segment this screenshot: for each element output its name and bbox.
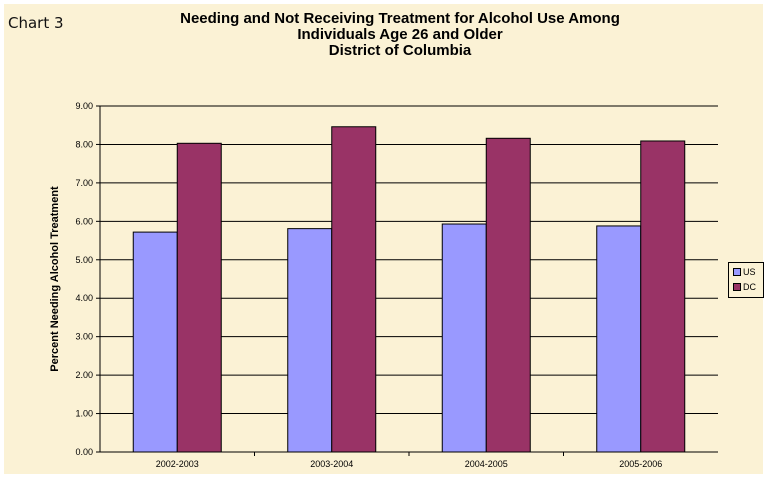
legend-item-us: US xyxy=(733,267,756,277)
y-tick-label: 2.00 xyxy=(75,370,93,380)
x-tick-label: 2003-2004 xyxy=(310,459,353,469)
y-tick-label: 7.00 xyxy=(75,178,93,188)
bar-dc xyxy=(331,126,377,453)
y-tick-label: 5.00 xyxy=(75,255,93,265)
y-tick-label: 8.00 xyxy=(75,139,93,149)
y-tick-label: 9.00 xyxy=(75,101,93,111)
legend-label-us: US xyxy=(743,267,756,277)
chart-label: Chart 3 xyxy=(8,14,64,32)
bar-dc xyxy=(485,137,531,453)
chart-title-line-3: District of Columbia xyxy=(328,42,472,59)
legend: US DC xyxy=(728,262,764,298)
x-tick-label: 2005-2006 xyxy=(619,459,662,469)
x-tick-label: 2004-2005 xyxy=(465,459,508,469)
legend-swatch-us xyxy=(733,268,741,276)
legend-swatch-dc xyxy=(733,283,741,291)
bar-us xyxy=(596,225,642,453)
y-axis-label: Percent Needing Alcohol Treatment xyxy=(49,186,61,372)
y-tick-label: 3.00 xyxy=(75,332,93,342)
y-tick-label: 6.00 xyxy=(75,216,93,226)
y-tick-label: 4.00 xyxy=(75,293,93,303)
y-tick-label: 1.00 xyxy=(75,409,93,419)
bar-dc xyxy=(640,140,686,453)
bar-dc xyxy=(176,142,222,453)
bar-us xyxy=(287,228,333,453)
chart-title-line-1: Needing and Not Receiving Treatment for … xyxy=(180,10,620,27)
x-tick-label: 2002-2003 xyxy=(156,459,199,469)
bar-us xyxy=(441,223,487,453)
chart-title: Needing and Not Receiving Treatment for … xyxy=(120,11,680,59)
y-tick-label: 0.00 xyxy=(75,447,93,457)
bar-us xyxy=(132,231,178,453)
legend-label-dc: DC xyxy=(743,282,756,292)
legend-item-dc: DC xyxy=(733,282,756,292)
chart-title-line-2: Individuals Age 26 and Older xyxy=(297,26,503,43)
